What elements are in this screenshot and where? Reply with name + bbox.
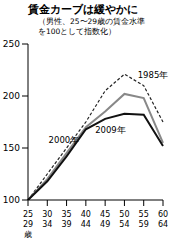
svg-text:44: 44: [81, 220, 91, 229]
svg-text:30: 30: [42, 210, 52, 219]
svg-text:1985年: 1985年: [138, 70, 163, 80]
svg-text:50: 50: [119, 210, 129, 219]
svg-text:59: 59: [139, 220, 149, 229]
svg-text:60: 60: [158, 210, 163, 219]
svg-text:55: 55: [139, 210, 149, 219]
svg-text:54: 54: [119, 220, 129, 229]
svg-text:歳: 歳: [24, 230, 32, 239]
svg-text:34: 34: [42, 220, 52, 229]
svg-text:250: 250: [8, 39, 20, 49]
svg-text:35: 35: [61, 210, 71, 219]
html-text:（男性、25〜29歳の賃金水準 を100として指数化）: （男性、25〜29歳の賃金水準 を100として指数化）: [38, 17, 146, 36]
svg-text:200: 200: [8, 91, 20, 101]
svg-text:100: 100: [8, 195, 20, 205]
svg-text:40: 40: [81, 210, 91, 219]
svg-text:45: 45: [100, 210, 110, 219]
svg-text:2009年: 2009年: [95, 125, 126, 135]
svg-text:29: 29: [23, 220, 33, 229]
svg-text:2000年: 2000年: [49, 135, 80, 145]
svg-text:25: 25: [23, 210, 33, 219]
svg-text:64: 64: [158, 220, 163, 229]
svg-text:150: 150: [8, 143, 20, 153]
svg-text:39: 39: [61, 220, 71, 229]
svg-text:49: 49: [100, 220, 110, 229]
html-text:賃金カーブは緩やかに: 賃金カーブは緩やかに: [28, 3, 138, 16]
